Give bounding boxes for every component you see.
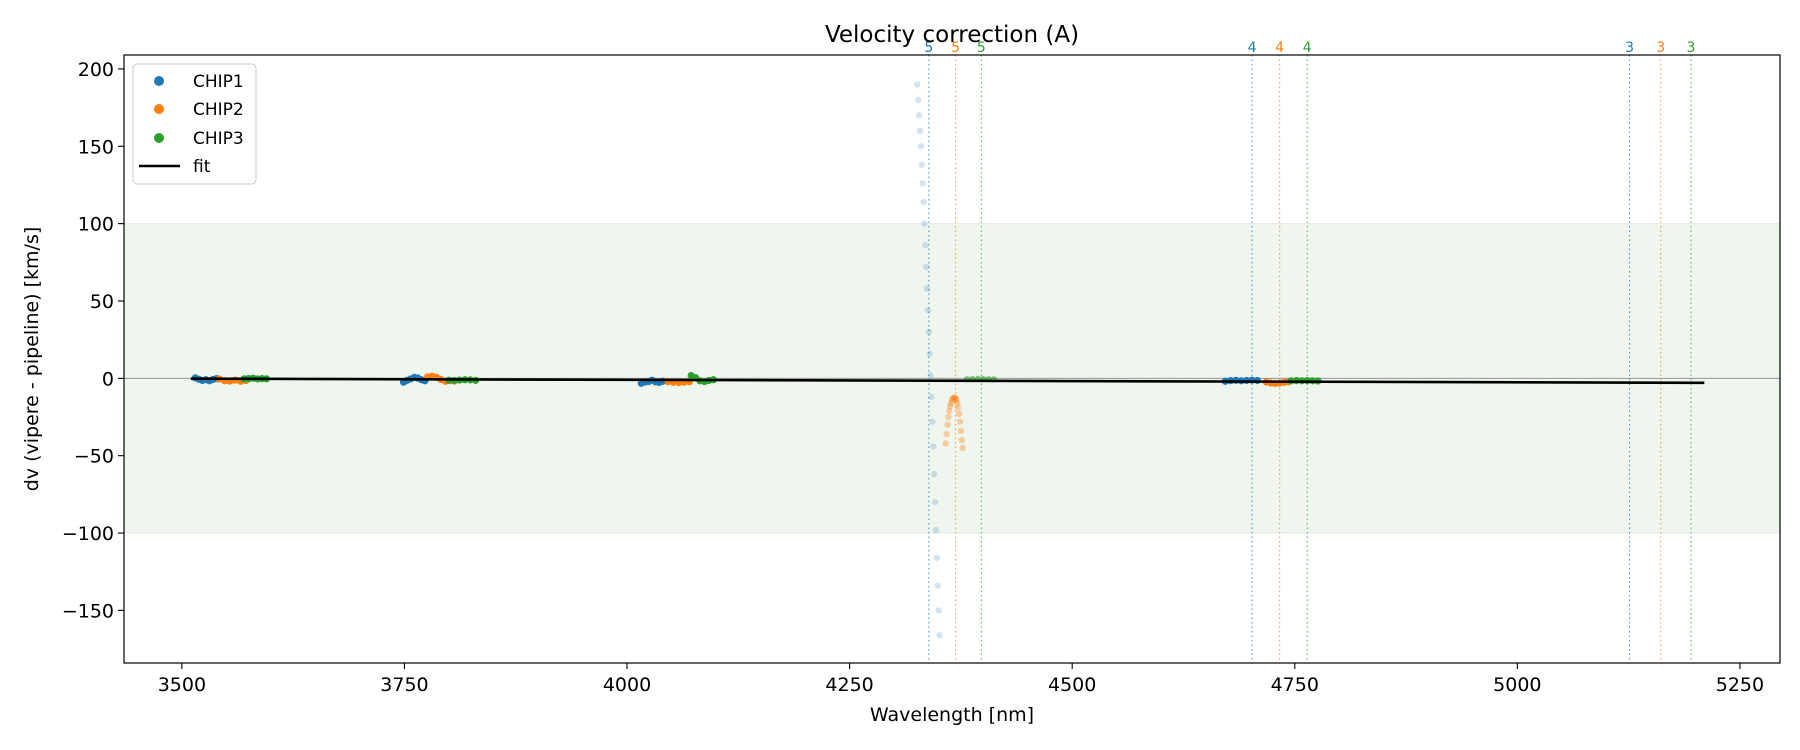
order-label: 5 [924, 40, 933, 56]
data-point [957, 427, 965, 435]
data-point [943, 430, 950, 438]
x-tick-label: 5250 [1716, 674, 1764, 696]
plot-area [124, 55, 1780, 663]
data-point [952, 395, 959, 402]
y-tick-label: −50 [74, 446, 114, 468]
x-tick-label: 4750 [1271, 674, 1319, 696]
data-point [929, 418, 936, 425]
data-point [951, 394, 958, 401]
data-point [922, 242, 929, 249]
fit-line [190, 377, 1705, 385]
order-label: 3 [1687, 40, 1696, 56]
data-point [917, 143, 925, 150]
data-point [933, 554, 941, 561]
x-tick-label: 5000 [1493, 674, 1541, 696]
data-point [954, 399, 961, 407]
y-tick-label: −100 [62, 523, 114, 545]
data-point [935, 607, 942, 614]
chart-title: Velocity correction (A) [825, 22, 1079, 48]
legend-marker-chip3 [154, 133, 164, 143]
data-point [932, 526, 940, 534]
data-point [916, 127, 924, 135]
y-axis: −150 −100 −50 0 50 100 150 200 [62, 59, 124, 622]
data-point [922, 263, 930, 271]
data-point [946, 407, 953, 415]
data-point [914, 96, 922, 104]
data-point [956, 418, 964, 425]
order-label: 5 [977, 40, 986, 56]
data-point [936, 631, 943, 639]
y-tick-label: −150 [62, 600, 114, 622]
y-tick-label: 100 [78, 214, 114, 236]
data-point [915, 112, 923, 119]
data-point [959, 444, 966, 452]
legend-label-chip1: CHIP1 [193, 72, 244, 92]
x-tick-label: 4250 [825, 674, 873, 696]
data-point [955, 410, 963, 418]
legend-label-chip3: CHIP3 [193, 129, 244, 149]
data-point [953, 396, 960, 404]
data-point [958, 437, 965, 444]
data-point [920, 198, 927, 206]
data-point [950, 394, 957, 401]
data-point [918, 161, 925, 169]
order-label: 4 [1303, 40, 1312, 56]
data-point [926, 350, 933, 357]
data-point [942, 440, 949, 447]
y-tick-label: 50 [90, 291, 114, 313]
data-point [945, 413, 952, 421]
data-point [934, 582, 941, 589]
order-label: 4 [1275, 40, 1284, 56]
order-label: 5 [951, 40, 960, 56]
y-tick-label: 200 [78, 59, 114, 81]
x-tick-label: 3500 [158, 674, 206, 696]
data-point [948, 396, 956, 404]
plot-frame [123, 54, 1781, 664]
data-point [921, 220, 928, 227]
data-point [923, 285, 931, 292]
data-point [931, 498, 939, 506]
y-axis-label: dv (vipere - pipeline) [km/s] [21, 227, 43, 492]
data-point [955, 404, 962, 411]
order-labels: 5 5 5 4 4 4 3 3 3 [924, 40, 1695, 56]
data-point [930, 443, 937, 450]
order-label: 3 [1625, 40, 1634, 56]
legend-label-chip2: CHIP2 [193, 100, 244, 120]
data-point [927, 372, 934, 379]
x-axis-label: Wavelength [nm] [870, 704, 1034, 726]
data-point [930, 471, 938, 478]
data-point [914, 81, 921, 88]
y-tick-label: 0 [102, 368, 114, 390]
y-tick-label: 150 [78, 136, 114, 158]
x-tick-label: 3750 [380, 674, 428, 696]
data-point [947, 399, 955, 407]
x-tick-label: 4500 [1048, 674, 1096, 696]
order-label: 4 [1248, 40, 1257, 56]
data-point [919, 180, 926, 187]
data-point [928, 393, 935, 401]
data-point [925, 328, 933, 336]
x-tick-label: 4000 [603, 674, 651, 696]
legend-label-fit: fit [193, 157, 211, 177]
data-point [944, 421, 951, 428]
legend-box [132, 63, 257, 185]
data-point [947, 402, 954, 410]
legend-marker-chip1 [154, 76, 164, 86]
data-point [924, 307, 932, 314]
order-label: 3 [1656, 40, 1665, 56]
legend-marker-chip2 [154, 104, 164, 114]
data-point [949, 395, 957, 402]
legend: CHIP1 CHIP2 CHIP3 fit [132, 63, 257, 185]
x-axis: 3500 3750 4000 4250 4500 4750 5000 5250 [158, 663, 1764, 696]
